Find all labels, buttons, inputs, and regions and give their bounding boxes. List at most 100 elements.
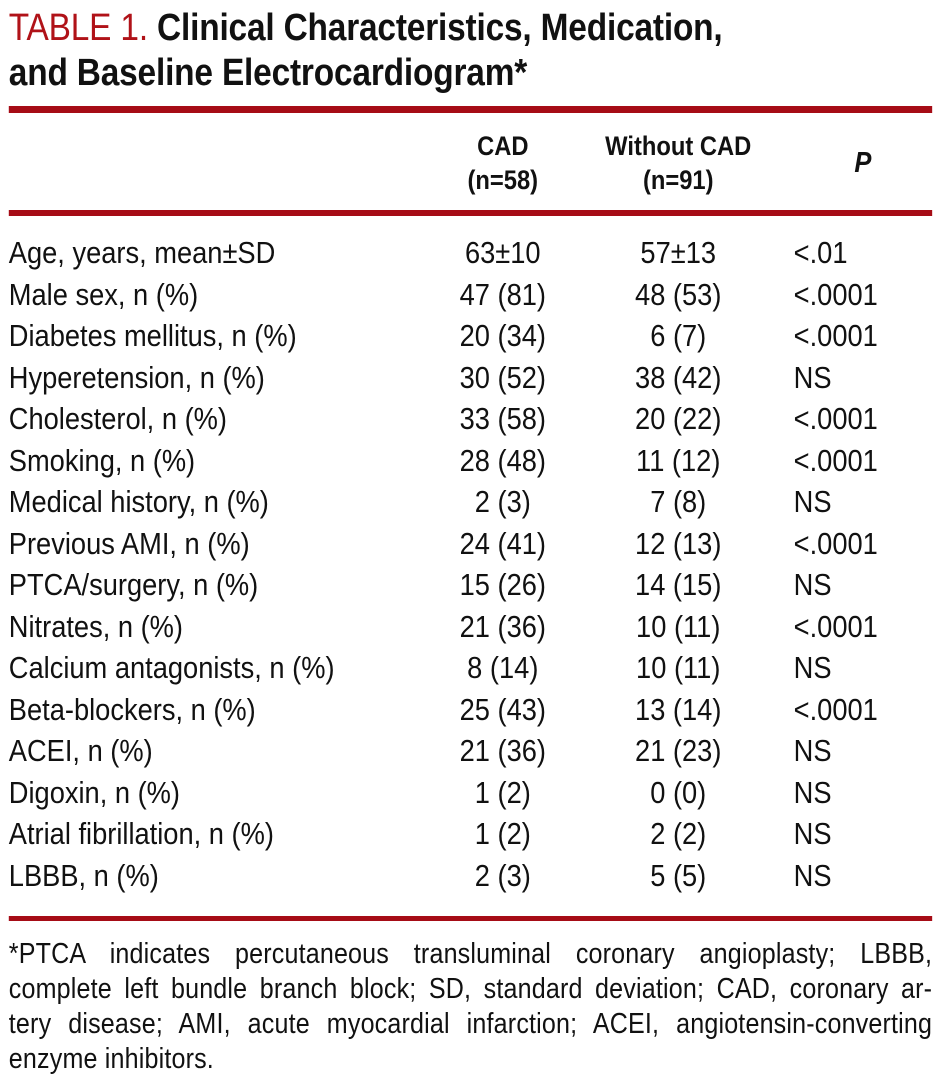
without-cad-value-cell: 13 (14) [635,691,722,727]
table-row: Male sex, n (%) 47 (81) 48 (53) <.0001 [9,274,932,316]
table-row: Medical history, n (%) 2 (3) 7 (8) NS [9,481,932,523]
row-label-cell: Beta-blockers, n (%) [8,691,256,727]
page-title: TABLE 1. Clinical Characteristics, Medic… [9,2,932,96]
p-value-cell: <.0001 [793,608,878,644]
table-row: Previous AMI, n (%) 24 (41) 12 (13) <.00… [9,523,932,565]
p-value-cell: NS [793,484,832,519]
without-cad-value-cell: 0 (0) [650,774,707,810]
title-line-2: and Baseline Electrocardiogram* [8,52,528,94]
row-label-cell: Male sex, n (%) [8,276,199,312]
footnote: *PTCA indicates percutaneous translumina… [9,937,932,1077]
cad-value-cell: 25 (43) [459,691,546,727]
horizontal-rule-bottom [8,916,933,921]
p-value-cell: <.0001 [793,691,878,727]
cad-value-cell: 24 (41) [459,525,546,561]
title-line-1: TABLE 1. Clinical Characteristics, Medic… [9,6,932,51]
cad-value-cell: 30 (52) [459,359,546,395]
without-cad-value-cell: 21 (23) [635,733,722,768]
without-cad-value-cell: 20 (22) [635,401,722,436]
row-label-cell: Diabetes mellitus, n (%) [8,318,297,353]
table-row: Beta-blockers, n (%) 25 (43) 13 (14) <.0… [9,689,932,731]
without-cad-value-cell: 12 (13) [635,525,722,561]
table-number-label: TABLE 1. [8,7,148,49]
p-value-cell: NS [793,650,832,685]
cad-value-cell: 63±10 [464,235,541,270]
row-label-cell: Nitrates, n (%) [8,608,184,644]
without-cad-value-cell: 48 (53) [635,276,722,312]
table-row: Nitrates, n (%) 21 (36) 10 (11) <.0001 [9,606,932,648]
table-row: PTCA/surgery, n (%) 15 (26) 14 (15) NS [9,564,932,606]
header-cad-n: (n=58) [467,165,539,195]
row-label-cell: Hyperetension, n (%) [8,359,265,395]
header-cad-name: CAD [477,131,529,161]
without-cad-value-cell: 2 (2) [650,816,707,851]
table-row: Digoxin, n (%) 1 (2) 0 (0) NS [9,772,932,814]
header-cad: CAD (n=58) [443,113,563,210]
without-cad-value-cell: 10 (11) [636,608,721,644]
cad-value-cell: 8 (14) [467,650,539,685]
table-row: LBBB, n (%) 2 (3) 5 (5) NS [9,855,932,897]
cad-value-cell: 2 (3) [474,857,531,893]
table-row: Hyperetension, n (%) 30 (52) 38 (42) NS [9,357,932,399]
header-without-cad: Without CAD (n=91) [563,113,794,210]
footnote-line: enzyme inhibitors. [8,1043,214,1075]
header-without-cad-name: Without CAD [605,131,752,161]
table-row: Atrial fibrillation, n (%) 1 (2) 2 (2) N… [9,813,932,855]
row-label-cell: ACEI, n (%) [8,733,153,768]
row-label-cell: Calcium antagonists, n (%) [8,650,335,685]
row-label-cell: LBBB, n (%) [8,857,159,893]
header-empty-cell [9,113,443,210]
row-label-cell: Atrial fibrillation, n (%) [8,816,274,851]
title-text: Clinical Characteristics, Medication, [157,7,723,49]
p-value-cell: NS [793,359,832,395]
row-label-cell: Digoxin, n (%) [8,774,181,810]
cad-value-cell: 15 (26) [459,567,546,602]
without-cad-value-cell: 6 (7) [650,318,707,353]
p-value-cell: NS [793,774,832,810]
p-value-cell: <.01 [793,235,848,270]
horizontal-rule-middle [8,210,933,216]
table-row: Calcium antagonists, n (%) 8 (14) 10 (11… [9,647,932,689]
table-row: Age, years, mean±SD 63±10 57±13 <.01 [9,232,932,274]
p-value-cell: <.0001 [793,442,878,478]
row-label-cell: PTCA/surgery, n (%) [8,567,259,602]
without-cad-value-cell: 38 (42) [635,359,722,395]
row-label-cell: Medical history, n (%) [8,484,269,519]
table-header: CAD (n=58) Without CAD (n=91) P [9,113,932,210]
p-value-cell: NS [793,733,832,768]
horizontal-rule-top [8,106,933,113]
table-header-row: CAD (n=58) Without CAD (n=91) P [9,113,932,210]
table-row: ACEI, n (%) 21 (36) 21 (23) NS [9,730,932,772]
row-label-cell: Previous AMI, n (%) [8,525,250,561]
cad-value-cell: 2 (3) [474,484,531,519]
without-cad-value-cell: 57±13 [640,235,717,270]
p-value-cell: <.0001 [793,318,878,353]
without-cad-value-cell: 7 (8) [650,484,707,519]
cad-value-cell: 33 (58) [459,401,546,436]
clinical-table: Age, years, mean±SD 63±10 57±13 <.01 Mal… [9,232,932,896]
cad-value-cell: 21 (36) [459,733,546,768]
cad-value-cell: 1 (2) [474,816,531,851]
cad-value-cell: 47 (81) [459,276,546,312]
p-value-cell: <.0001 [793,276,878,312]
header-without-cad-n: (n=91) [642,165,714,195]
footnote-line: tery disease; AMI, acute myocardial infa… [8,1008,933,1040]
table-row: Diabetes mellitus, n (%) 20 (34) 6 (7) <… [9,315,932,357]
p-value-cell: NS [793,567,832,602]
table-body: Age, years, mean±SD 63±10 57±13 <.01 Mal… [9,232,932,896]
cad-value-cell: 1 (2) [474,774,531,810]
p-value-cell: <.0001 [793,401,878,436]
row-label-cell: Smoking, n (%) [8,442,196,478]
p-value-cell: NS [793,816,832,851]
without-cad-value-cell: 11 (12) [636,442,721,478]
row-label-cell: Age, years, mean±SD [8,235,276,270]
p-value-cell: <.0001 [793,525,878,561]
table-row: Cholesterol, n (%) 33 (58) 20 (22) <.000… [9,398,932,440]
cad-value-cell: 21 (36) [459,608,546,644]
footnote-line: *PTCA indicates percutaneous translumina… [8,938,933,970]
footnote-line: complete left bundle branch block; SD, s… [8,973,933,1005]
row-label-cell: Cholesterol, n (%) [8,401,227,436]
cad-value-cell: 20 (34) [459,318,546,353]
without-cad-value-cell: 5 (5) [650,857,707,893]
